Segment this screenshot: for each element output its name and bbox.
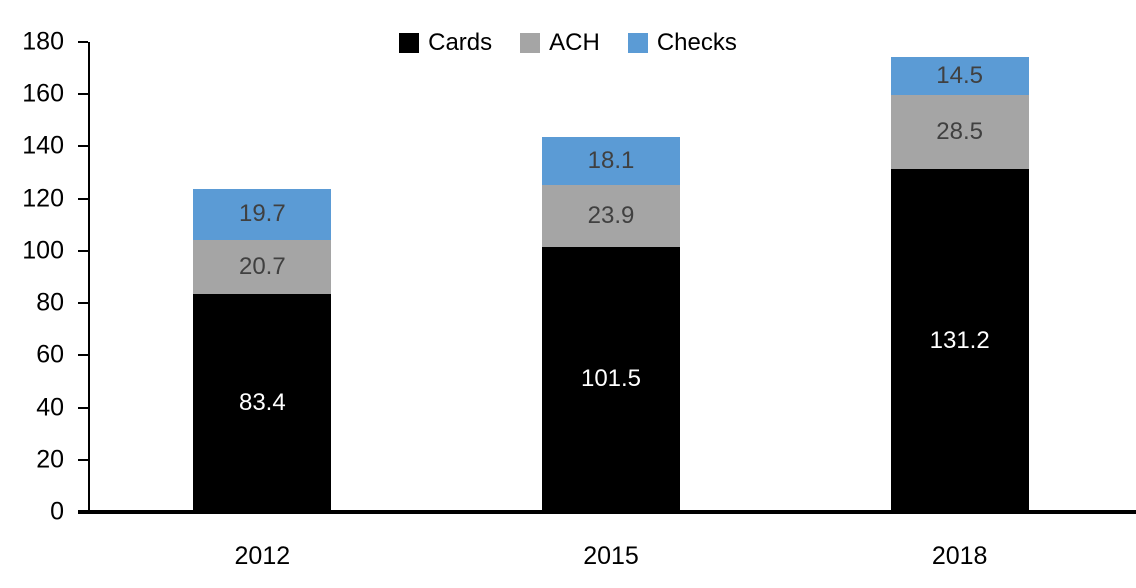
y-axis-tick [78, 41, 88, 43]
segment-value-label: 28.5 [936, 118, 984, 146]
y-axis-tick-label: 20 [36, 445, 64, 474]
segment-value-label: 131.2 [929, 326, 990, 354]
x-axis-category-label: 2015 [583, 542, 639, 570]
legend-swatch-icon [627, 33, 648, 53]
bar-2018: 131.2 28.5 14.5 [890, 57, 1029, 512]
segment-value-label: 23.9 [587, 201, 635, 229]
y-axis-tick [78, 406, 88, 409]
y-axis-tick [78, 354, 88, 357]
segment-value-label: 14.5 [936, 62, 984, 90]
bar-segment-checks: 19.7 [193, 188, 332, 241]
y-axis-tick-label: 180 [22, 27, 64, 56]
segment-value-label: 83.4 [238, 389, 286, 417]
x-axis-category-label: 2012 [234, 542, 291, 570]
legend-item-ach: ACH [520, 29, 600, 57]
legend-item-cards: Cards [399, 29, 492, 57]
legend-label: Checks [656, 29, 737, 56]
y-axis-tick-label: 120 [22, 184, 64, 213]
y-axis-tick [78, 145, 88, 148]
segment-value-label: 20.7 [238, 253, 286, 281]
legend-swatch-icon [520, 33, 541, 53]
bar-segment-cards: 101.5 [542, 246, 680, 512]
legend-swatch-icon [399, 33, 420, 53]
y-axis-tick [78, 458, 88, 461]
legend: Cards ACH Checks [0, 29, 1136, 57]
y-axis-tick-label: 80 [36, 288, 64, 317]
bar-segment-checks: 18.1 [542, 137, 680, 185]
bar-segment-ach: 28.5 [890, 95, 1029, 170]
y-axis-tick-label: 140 [22, 131, 64, 160]
legend-label: Cards [428, 29, 493, 56]
bar-segment-ach: 23.9 [542, 184, 680, 247]
y-axis-tick [78, 93, 88, 96]
plot-area [88, 42, 1136, 512]
bar-segment-cards: 83.4 [193, 294, 332, 512]
y-axis-tick-label: 100 [22, 236, 64, 265]
x-axis-line [78, 510, 1136, 514]
y-axis-tick-label: 0 [50, 497, 64, 526]
y-axis-tick [78, 197, 88, 200]
segment-value-label: 18.1 [587, 146, 635, 174]
bar-segment-checks: 14.5 [890, 57, 1029, 96]
legend-item-checks: Checks [627, 29, 737, 57]
segment-value-label: 101.5 [580, 365, 642, 393]
y-axis-tick [78, 511, 88, 513]
legend-label: ACH [549, 29, 600, 56]
bar-2012: 83.4 20.7 19.7 [193, 188, 332, 512]
y-axis-tick-label: 40 [36, 393, 64, 422]
bar-segment-cards: 131.2 [890, 169, 1029, 512]
y-axis-tick [78, 249, 88, 252]
bar-2015: 101.5 23.9 18.1 [542, 137, 680, 512]
segment-value-label: 19.7 [238, 200, 286, 228]
y-axis-tick-label: 60 [36, 340, 64, 369]
y-axis-tick-label: 160 [22, 79, 64, 108]
x-axis-category-label: 2018 [931, 542, 988, 570]
bar-segment-ach: 20.7 [193, 240, 332, 295]
y-axis-tick [78, 302, 88, 305]
